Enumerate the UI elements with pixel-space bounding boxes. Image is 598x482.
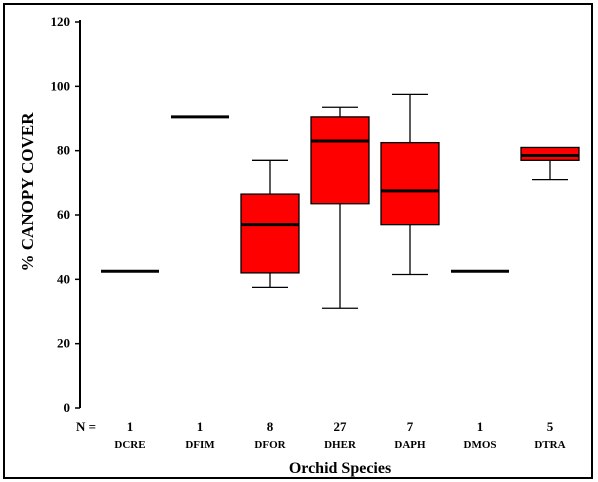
n-prefix-label: N = xyxy=(76,419,96,434)
box-daph xyxy=(380,93,440,276)
iqr-box xyxy=(310,116,370,205)
n-label: 1 xyxy=(477,419,484,434)
y-tick-label: 60 xyxy=(57,207,70,222)
x-category-label: DCRE xyxy=(114,439,145,451)
chart-frame xyxy=(3,3,593,479)
y-tick-label: 40 xyxy=(57,271,70,286)
n-label: 5 xyxy=(547,419,554,434)
box-dfor xyxy=(240,159,300,289)
x-category-label: DTRA xyxy=(534,439,565,451)
y-axis-title: % CANOPY COVER xyxy=(18,112,37,272)
x-category-label: DFOR xyxy=(254,439,286,451)
x-category-label: DMOS xyxy=(464,439,497,451)
y-tick-label: 100 xyxy=(51,78,71,93)
box-dher xyxy=(310,106,370,309)
n-label: 7 xyxy=(407,419,414,434)
x-category-label: DHER xyxy=(324,439,357,451)
y-tick-label: 80 xyxy=(57,143,70,158)
iqr-box xyxy=(380,141,440,226)
n-label: 1 xyxy=(127,419,134,434)
iqr-box xyxy=(520,146,580,161)
y-tick-label: 0 xyxy=(64,400,71,415)
y-tick-label: 20 xyxy=(57,336,70,351)
n-label: 8 xyxy=(267,419,274,434)
box-dtra xyxy=(520,146,580,181)
y-tick-label: 120 xyxy=(51,14,71,29)
n-label: 1 xyxy=(197,419,204,434)
x-axis-title: Orchid Species xyxy=(289,460,391,477)
x-category-label: DAPH xyxy=(394,439,426,451)
iqr-box xyxy=(240,193,300,274)
x-category-label: DFIM xyxy=(185,439,215,451)
n-label: 27 xyxy=(334,419,348,434)
